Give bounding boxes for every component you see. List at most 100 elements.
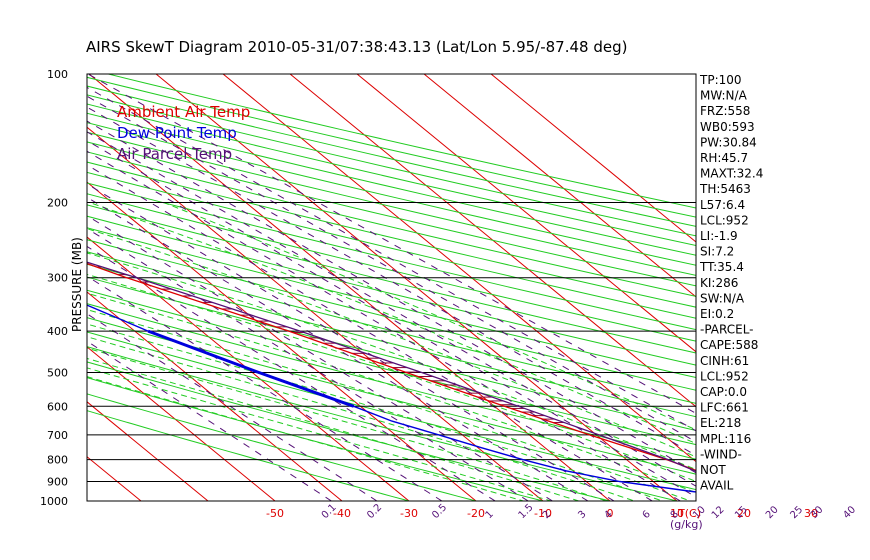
- dry-adiabat-line: [87, 141, 696, 287]
- index-entry: LFC:661: [700, 401, 749, 415]
- dry-adiabat-line: [87, 204, 696, 354]
- cape-hatching: [96, 266, 565, 424]
- pressure-tick: 400: [47, 325, 68, 338]
- bottom-temp-tick: -50: [266, 507, 284, 520]
- moist-adiabat-line: [87, 336, 637, 501]
- isotherm-line: [87, 181, 477, 501]
- index-entry: LCL:952: [700, 369, 749, 383]
- index-entry: SW:N/A: [700, 291, 745, 305]
- dry-adiabat-line: [87, 171, 696, 319]
- index-entry: LCL:952: [700, 213, 749, 227]
- index-entry: -PARCEL-: [700, 323, 754, 337]
- mixing-ratio-lines: [87, 74, 696, 501]
- mixing-ratio-tick: 40: [841, 504, 858, 521]
- dry-adiabat-line: [87, 161, 696, 308]
- dry-adiabat-line: [87, 377, 546, 501]
- moist-adiabat-line: [89, 202, 696, 445]
- mixing-ratio-line: [87, 95, 696, 443]
- index-entry: WB0:593: [700, 120, 755, 134]
- moist-adiabat-line: [87, 376, 526, 501]
- mixing-ratio-line: [87, 164, 653, 501]
- isotherm-line: [87, 126, 544, 501]
- mixing-ratio-line: [87, 215, 553, 501]
- mixing-ratio-line: [87, 74, 696, 414]
- index-entry: EL:218: [700, 416, 741, 430]
- bottom-temp-tick: 10: [670, 507, 684, 520]
- dry-adiabat-line: [87, 182, 696, 331]
- moist-adiabat-line: [87, 252, 696, 471]
- dry-adiabat-line: [87, 361, 613, 501]
- pressure-tick-labels: 100 200 300 400 500 600 700 800 900 1000: [40, 68, 68, 508]
- index-entry: -WIND-: [700, 447, 742, 461]
- moist-adiabat-line: [87, 273, 696, 482]
- mixing-ratio-line: [87, 150, 681, 501]
- moist-adiabat-line: [87, 309, 692, 501]
- index-entry: CAP:0.0: [700, 385, 747, 399]
- pressure-tick: 1000: [40, 495, 68, 508]
- bottom-temp-tick-labels: -50 -40 -30 -20 -10 0 10 20 30: [266, 507, 818, 520]
- dry-adiabat-line: [87, 227, 696, 379]
- dry-adiabat-line: [87, 122, 696, 266]
- isotherm-line: [490, 74, 696, 243]
- moist-adiabat-line: [87, 323, 664, 501]
- mixing-ratio-line: [87, 196, 589, 501]
- index-entry: CAPE:588: [700, 338, 758, 352]
- moist-adiabat-line: [163, 202, 696, 431]
- mixing-ratio-line: [87, 106, 696, 457]
- isotherm-lines: [87, 74, 696, 501]
- mixing-ratio-line: [87, 86, 696, 432]
- bottom-temp-tick: -20: [467, 507, 485, 520]
- mixing-ratio-tick: 1: [484, 509, 496, 521]
- mixing-ratio-tick: 6: [641, 509, 653, 521]
- index-entry: TT:35.4: [699, 260, 744, 274]
- series-line: [87, 304, 696, 493]
- plot-frame: [86, 73, 697, 502]
- dry-adiabat-line: [87, 239, 696, 391]
- series-line: [87, 262, 696, 472]
- legend-entry: Air Parcel Temp: [117, 145, 232, 163]
- legend: Ambient Air Temp Dew Point Temp Air Parcel…: [117, 103, 250, 163]
- bottom-temp-tick: -10: [534, 507, 552, 520]
- mixing-ratio-tick: 25: [788, 504, 805, 521]
- mixing-ratio-line: [87, 340, 332, 501]
- pressure-tick: 500: [47, 366, 68, 379]
- moist-adiabat-line: [87, 292, 696, 494]
- dry-adiabat-line: [87, 193, 696, 342]
- index-entry: MW:N/A: [700, 89, 748, 103]
- index-entry: LI:-1.9: [700, 229, 738, 243]
- dry-adiabat-line: [87, 393, 479, 501]
- x-axis-label: T(C): [677, 507, 701, 520]
- dry-adiabat-line: [87, 215, 696, 366]
- mixing-ratio-tick: 3: [576, 509, 588, 521]
- mixing-ratio-tick: 1.5: [517, 502, 536, 521]
- isotherm-line: [356, 74, 696, 353]
- bottom-temp-tick: 0: [607, 507, 614, 520]
- index-entry: SI:7.2: [700, 245, 734, 259]
- isotherm-line: [87, 291, 343, 501]
- index-entry: TH:5463: [699, 182, 751, 196]
- dry-adiabat-line: [87, 131, 696, 276]
- bottom-temp-tick: -30: [400, 507, 418, 520]
- isobar-lines: [87, 74, 696, 501]
- y-axis-label: PRESSURE (MB): [70, 237, 84, 332]
- dry-adiabat-line: [87, 276, 696, 432]
- dry-adiabat-line: [87, 251, 696, 404]
- legend-entry: Dew Point Temp: [117, 124, 237, 142]
- isotherm-line: [222, 74, 696, 463]
- index-entry: CINH:61: [700, 354, 749, 368]
- pressure-tick: 800: [47, 454, 68, 467]
- index-entry: NOT: [700, 463, 726, 477]
- mixing-ratio-tick: 0.2: [365, 502, 384, 521]
- bottom-temp-tick: 30: [804, 507, 818, 520]
- dry-adiabat-line: [87, 112, 696, 256]
- isotherm-line: [423, 74, 696, 298]
- mixing-ratio-tick: 0.5: [430, 502, 449, 521]
- isotherm-line: [87, 401, 209, 501]
- legend-entry: Ambient Air Temp: [117, 103, 250, 121]
- bottom-temp-tick: 20: [737, 507, 751, 520]
- pressure-tick: 200: [47, 197, 68, 210]
- mixing-ratio-label: (g/kg): [670, 518, 703, 531]
- chart-title: AIRS SkewT Diagram 2010-05-31/07:38:43.1…: [86, 38, 627, 56]
- pressure-tick: 700: [47, 429, 68, 442]
